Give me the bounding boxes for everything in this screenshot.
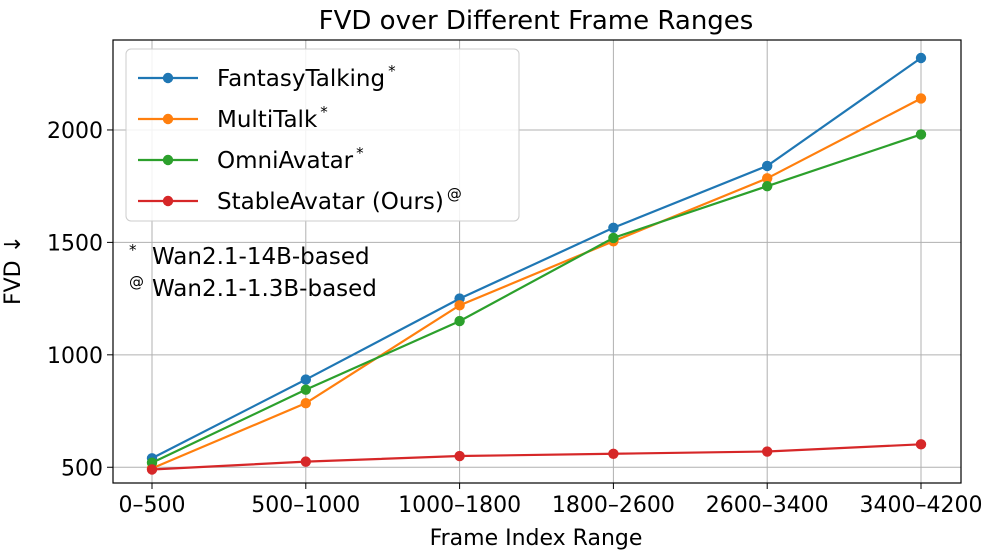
data-point-stableavatar-ours bbox=[608, 448, 619, 459]
data-point-fantasytalking bbox=[608, 222, 619, 233]
y-tick-label: 1000 bbox=[47, 344, 103, 369]
legend-series-name: MultiTalk bbox=[217, 107, 318, 133]
data-point-omniavatar bbox=[454, 315, 465, 327]
chart-title: FVD over Different Frame Ranges bbox=[319, 6, 754, 36]
x-tick-label: 0–500 bbox=[119, 493, 186, 518]
note-text: Wan2.1-1.3B-based bbox=[152, 276, 377, 302]
data-point-fantasytalking bbox=[915, 52, 927, 64]
series-stableavatar-ours bbox=[146, 439, 927, 475]
legend-item-omniavatar: OmniAvatar * bbox=[138, 144, 364, 174]
data-point-fantasytalking bbox=[762, 160, 773, 172]
legend-label: OmniAvatar * bbox=[217, 144, 364, 174]
data-point-multitalk bbox=[454, 300, 465, 311]
y-tick-label: 500 bbox=[61, 456, 103, 481]
data-point-stableavatar-ours bbox=[762, 446, 773, 457]
legend-series-name: FantasyTalking bbox=[217, 66, 385, 92]
legend-box bbox=[125, 48, 520, 222]
y-tick-label: 2000 bbox=[47, 119, 103, 144]
x-tick-label: 3400–4200 bbox=[860, 493, 983, 518]
data-point-omniavatar bbox=[608, 232, 619, 244]
footnotes: * Wan2.1-14B-based @ Wan2.1-1.3B-based bbox=[129, 241, 377, 302]
series-omniavatar bbox=[146, 129, 927, 468]
data-point-stableavatar-ours bbox=[146, 464, 158, 475]
series-line-multitalk bbox=[151, 97, 922, 470]
legend-swatch-marker bbox=[162, 195, 174, 207]
legend-label: StableAvatar (Ours) @ bbox=[217, 185, 462, 215]
data-point-multitalk bbox=[300, 397, 311, 409]
y-axis-label: FVD ↓ bbox=[1, 235, 26, 305]
legend-marker-symbol: * bbox=[356, 144, 364, 162]
data-point-omniavatar bbox=[300, 384, 311, 395]
data-point-multitalk bbox=[762, 173, 773, 184]
x-tick-label: 1800–2600 bbox=[552, 493, 675, 518]
series-line-stableavatar-ours bbox=[151, 443, 922, 471]
series-layer bbox=[146, 52, 927, 475]
legend-label: MultiTalk * bbox=[217, 103, 328, 133]
data-point-stableavatar-ours bbox=[915, 439, 927, 450]
legend-series-name: StableAvatar (Ours) bbox=[217, 189, 444, 215]
legend-item-multitalk: MultiTalk * bbox=[138, 103, 328, 133]
y-axis-ticks: 500 1000 1500 2000 bbox=[47, 119, 113, 481]
x-tick-label: 2600–3400 bbox=[706, 493, 829, 518]
legend-marker-symbol: * bbox=[388, 62, 396, 80]
data-point-fantasytalking bbox=[300, 374, 311, 385]
series-line-omniavatar bbox=[151, 133, 922, 464]
data-point-stableavatar-ours bbox=[300, 456, 311, 467]
legend: FantasyTalking *MultiTalk *OmniAvatar *Stab… bbox=[125, 48, 520, 222]
y-tick-label: 1500 bbox=[47, 231, 103, 256]
x-tick-label: 1000–1800 bbox=[398, 493, 521, 518]
series-line-fantasytalking bbox=[151, 57, 922, 460]
note-text: Wan2.1-14B-based bbox=[152, 244, 370, 270]
legend-swatch-marker bbox=[162, 154, 174, 166]
legend-label: FantasyTalking * bbox=[217, 62, 396, 92]
note-symbol: @ bbox=[129, 273, 144, 291]
legend-item-stableavatar-ours: StableAvatar (Ours) @ bbox=[138, 185, 462, 215]
x-tick-label: 500–1000 bbox=[251, 493, 360, 518]
legend-marker-symbol: * bbox=[320, 103, 328, 121]
data-point-omniavatar bbox=[762, 180, 773, 192]
x-axis-label: Frame Index Range bbox=[430, 526, 643, 551]
legend-swatch-marker bbox=[162, 113, 174, 125]
data-point-multitalk bbox=[915, 93, 927, 104]
note-symbol: * bbox=[129, 241, 137, 259]
data-point-stableavatar-ours bbox=[454, 450, 465, 462]
legend-swatch-marker bbox=[162, 72, 174, 84]
legend-item-fantasytalking: FantasyTalking * bbox=[138, 62, 396, 92]
legend-marker-symbol: @ bbox=[447, 185, 462, 203]
legend-series-name: OmniAvatar bbox=[217, 148, 354, 174]
data-point-omniavatar bbox=[915, 129, 927, 140]
x-axis-ticks: 0–500 500–1000 1000–1800 1800–2600 2600–3400… bbox=[119, 483, 983, 518]
plot-area-frame bbox=[112, 39, 962, 484]
